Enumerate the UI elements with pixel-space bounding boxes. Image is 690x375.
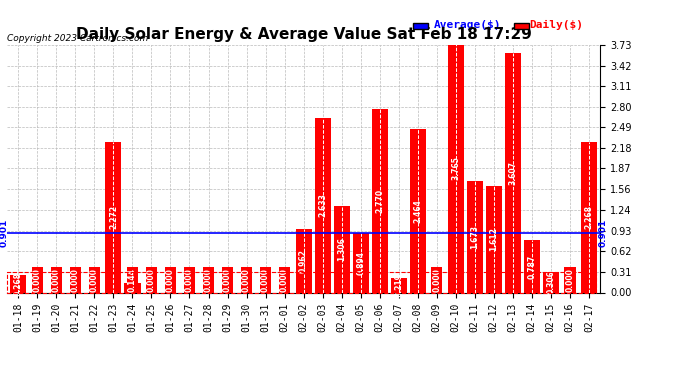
Bar <box>524 240 540 292</box>
Text: 3.765: 3.765 <box>451 156 460 180</box>
Text: 0.268: 0.268 <box>14 272 23 296</box>
Bar <box>10 275 26 292</box>
Bar <box>410 129 426 292</box>
Bar <box>543 272 559 292</box>
Text: 0.000: 0.000 <box>204 268 213 292</box>
Text: 0.000: 0.000 <box>147 268 156 292</box>
Text: 2.633: 2.633 <box>318 193 327 217</box>
Text: 0.000: 0.000 <box>185 268 194 292</box>
Text: 0.000: 0.000 <box>565 268 574 292</box>
Text: Daily($): Daily($) <box>529 20 583 30</box>
Text: 0.901: 0.901 <box>0 219 9 247</box>
FancyBboxPatch shape <box>514 23 529 29</box>
Text: 2.268: 2.268 <box>584 205 593 229</box>
Bar <box>372 109 388 292</box>
Text: 2.464: 2.464 <box>413 199 422 223</box>
Bar <box>391 278 407 292</box>
Bar <box>295 229 312 292</box>
Text: 3.607: 3.607 <box>509 161 518 185</box>
Text: 0.962: 0.962 <box>299 249 308 273</box>
Text: 2.272: 2.272 <box>109 205 118 229</box>
Text: 0.219: 0.219 <box>394 273 403 297</box>
Text: 0.000: 0.000 <box>432 268 441 292</box>
Bar <box>7 272 596 292</box>
Text: 2.770: 2.770 <box>375 189 384 213</box>
Bar <box>466 182 483 292</box>
Text: 0.306: 0.306 <box>546 270 555 294</box>
Text: 0.000: 0.000 <box>90 268 99 292</box>
Text: 0.000: 0.000 <box>166 268 175 292</box>
Bar <box>124 283 141 292</box>
Text: 0.000: 0.000 <box>71 268 80 292</box>
Text: 1.612: 1.612 <box>489 227 498 251</box>
Bar <box>315 118 331 292</box>
Title: Daily Solar Energy & Average Value Sat Feb 18 17:29: Daily Solar Energy & Average Value Sat F… <box>76 27 531 42</box>
Bar <box>581 142 597 292</box>
Text: 0.000: 0.000 <box>52 268 61 292</box>
Bar <box>353 233 368 292</box>
Text: 0.000: 0.000 <box>280 268 289 292</box>
Bar <box>486 186 502 292</box>
Text: 0.901: 0.901 <box>598 219 607 247</box>
Bar <box>504 53 521 292</box>
Bar <box>448 43 464 292</box>
Text: Average($): Average($) <box>434 20 502 30</box>
Text: 0.000: 0.000 <box>242 268 251 292</box>
Text: 1.673: 1.673 <box>471 225 480 249</box>
Text: 0.000: 0.000 <box>33 268 42 292</box>
Text: 0.894: 0.894 <box>356 251 365 275</box>
FancyBboxPatch shape <box>413 23 428 29</box>
Text: 0.000: 0.000 <box>223 268 232 292</box>
Bar <box>333 206 350 292</box>
Text: Copyright 2023 Cartronics.com: Copyright 2023 Cartronics.com <box>7 34 148 43</box>
Text: 0.787: 0.787 <box>527 254 536 279</box>
Bar <box>106 142 121 292</box>
Text: 1.306: 1.306 <box>337 237 346 261</box>
Text: 0.000: 0.000 <box>261 268 270 292</box>
Text: 0.144: 0.144 <box>128 268 137 292</box>
